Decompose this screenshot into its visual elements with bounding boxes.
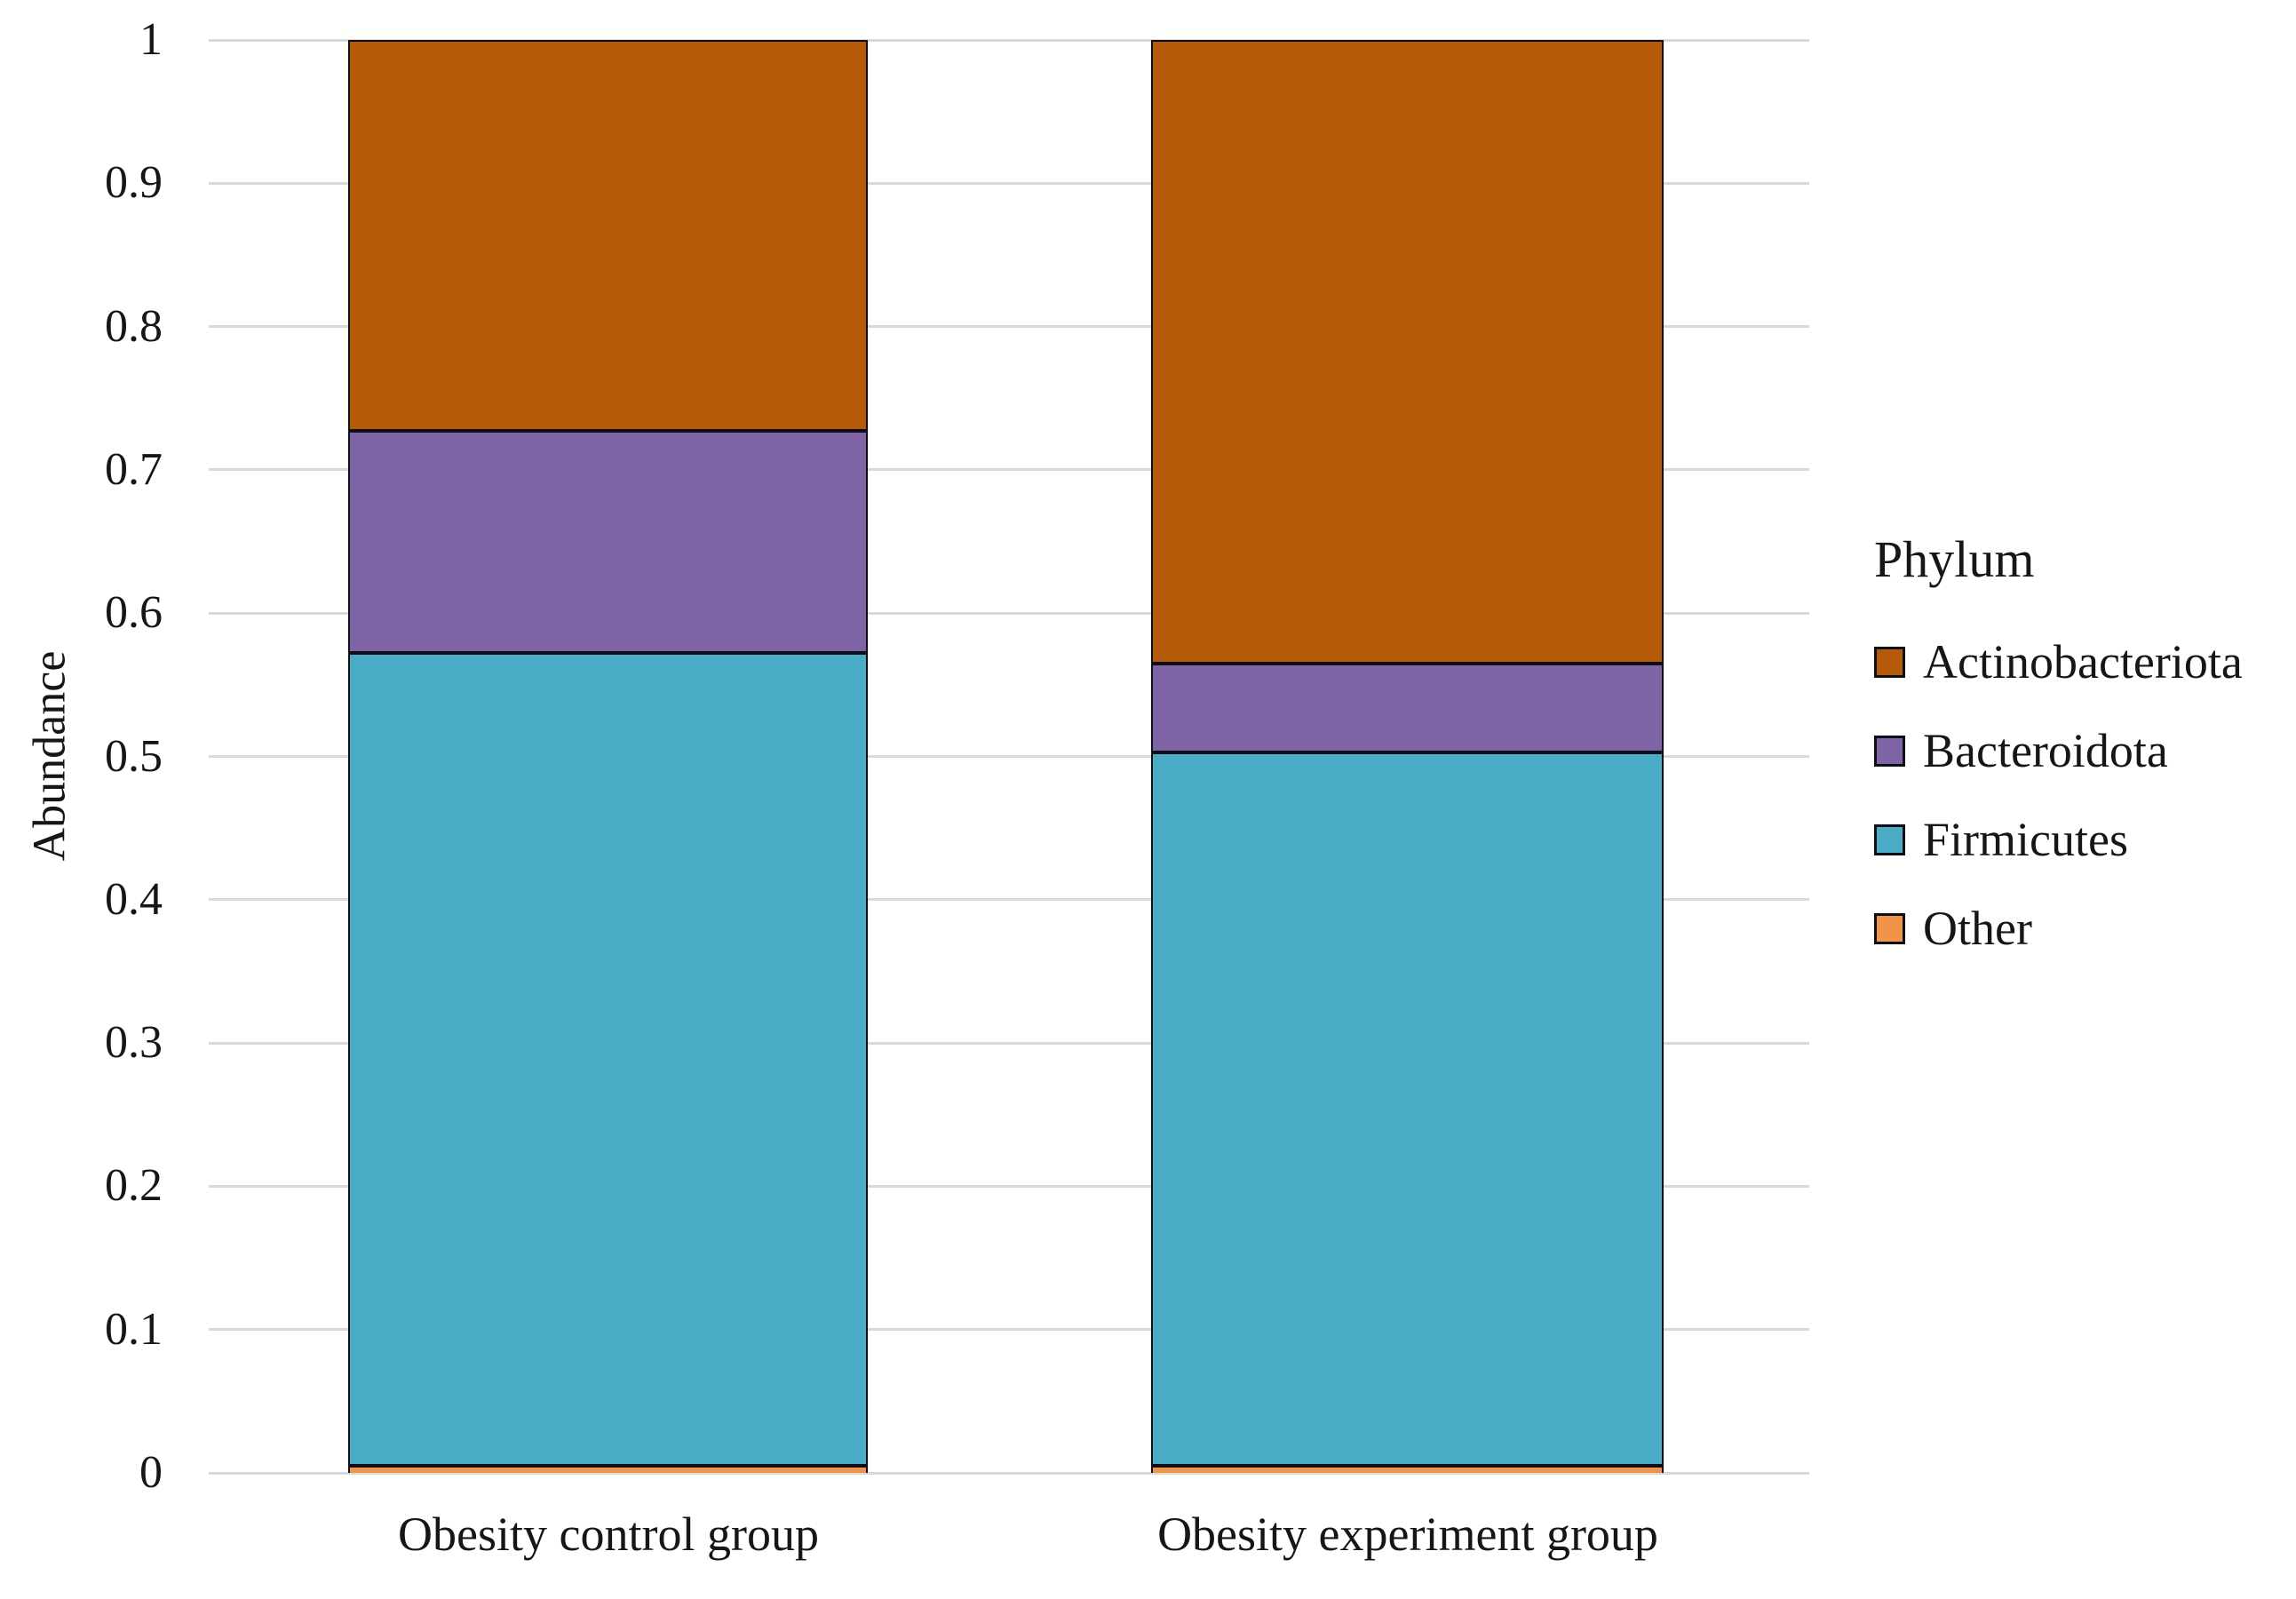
legend-swatch-other (1874, 912, 1905, 944)
legend-item-bacteroidota: Bacteroidota (1874, 722, 2168, 779)
legend-swatch-bacteroidota (1874, 735, 1905, 767)
legend-item-actinobacteriota: Actinobacteriota (1874, 633, 2243, 690)
bar-segment-actinobacteriota (1151, 40, 1664, 664)
gridline (209, 39, 1809, 42)
y-tick-label: 0.4 (105, 874, 163, 925)
y-tick-label: 0.1 (105, 1304, 163, 1355)
gridline (209, 182, 1809, 185)
legend-title: Phylum (1874, 530, 2035, 588)
legend-label: Bacteroidota (1923, 724, 2168, 777)
y-tick-label: 0.2 (105, 1160, 163, 1211)
y-tick-label: 0.9 (105, 157, 163, 208)
gridline (209, 325, 1809, 328)
y-tick-label: 1 (139, 14, 163, 65)
legend-label: Firmicutes (1923, 813, 2128, 866)
gridline (209, 1472, 1809, 1475)
gridline (209, 1042, 1809, 1045)
y-tick-label: 0.6 (105, 587, 163, 638)
legend-swatch-actinobacteriota (1874, 646, 1905, 678)
bar-segment-bacteroidota (1151, 664, 1664, 752)
bar-segment-firmicutes (348, 653, 868, 1466)
x-category-label: Obesity control group (398, 1508, 819, 1561)
y-tick-label: 0 (139, 1447, 163, 1498)
legend-label: Other (1923, 902, 2032, 955)
y-tick-label: 0.8 (105, 301, 163, 352)
gridline (209, 898, 1809, 901)
y-tick-label: 0.5 (105, 731, 163, 782)
bar-segment-bacteroidota (348, 431, 868, 653)
legend-swatch-firmicutes (1874, 823, 1905, 855)
bar-segment-firmicutes (1151, 752, 1664, 1466)
bar-segment-other (1151, 1466, 1664, 1473)
y-tick-label: 0.7 (105, 444, 163, 495)
x-category-label: Obesity experiment group (1157, 1508, 1658, 1561)
gridline (209, 612, 1809, 615)
gridline (209, 1185, 1809, 1188)
legend-label: Actinobacteriota (1923, 635, 2243, 688)
gridline (209, 468, 1809, 471)
bar-segment-other (348, 1466, 868, 1473)
legend-item-firmicutes: Firmicutes (1874, 811, 2128, 868)
legend-item-other: Other (1874, 900, 2032, 957)
gridline (209, 1328, 1809, 1331)
bar-segment-actinobacteriota (348, 40, 868, 431)
gridline (209, 755, 1809, 758)
y-tick-label: 0.3 (105, 1017, 163, 1068)
